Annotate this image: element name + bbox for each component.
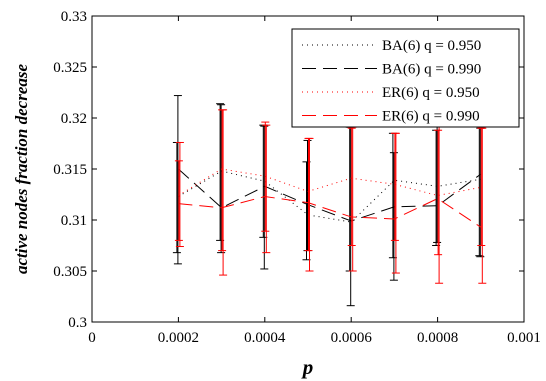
x-tick-label: 0.0004: [244, 330, 286, 346]
legend-box: [291, 28, 520, 128]
y-tick-label: 0.3: [68, 315, 87, 331]
series-line: [178, 196, 482, 228]
y-tick-label: 0.31: [61, 213, 87, 229]
series-4: [175, 109, 487, 284]
series-line: [178, 168, 481, 197]
y-tick-label: 0.33: [61, 9, 87, 25]
series-line: [178, 170, 481, 223]
y-tick-label: 0.315: [53, 162, 87, 178]
legend-label: ER(6) q = 0.990: [382, 109, 480, 125]
legend-label: BA(6) q = 0.950: [382, 38, 481, 54]
x-tick-label: 0.001: [507, 330, 541, 346]
legend-label: BA(6) q = 0.990: [382, 62, 481, 78]
x-tick-label: 0.0002: [158, 330, 199, 346]
axis-ticks: 0 0.0002 0.0004 0.0006 0.0008 0.001 0.3 0.305 0.…: [53, 9, 541, 346]
plot-area: [172, 95, 487, 307]
legend-label: ER(6) q = 0.950: [382, 85, 480, 101]
y-axis-title: active nodes fraction decrease: [12, 64, 31, 275]
series-line: [178, 168, 482, 222]
y-tick-label: 0.32: [61, 111, 87, 127]
legend: BA(6) q = 0.950 BA(6) q = 0.990 ER(6) q = …: [291, 28, 520, 128]
x-tick-label: 0.0006: [331, 330, 373, 346]
x-tick-label: 0.0008: [417, 330, 458, 346]
x-tick-label: 0: [88, 330, 96, 346]
x-axis-title: p: [301, 355, 314, 379]
y-tick-label: 0.305: [53, 264, 87, 280]
y-tick-label: 0.325: [53, 60, 87, 76]
